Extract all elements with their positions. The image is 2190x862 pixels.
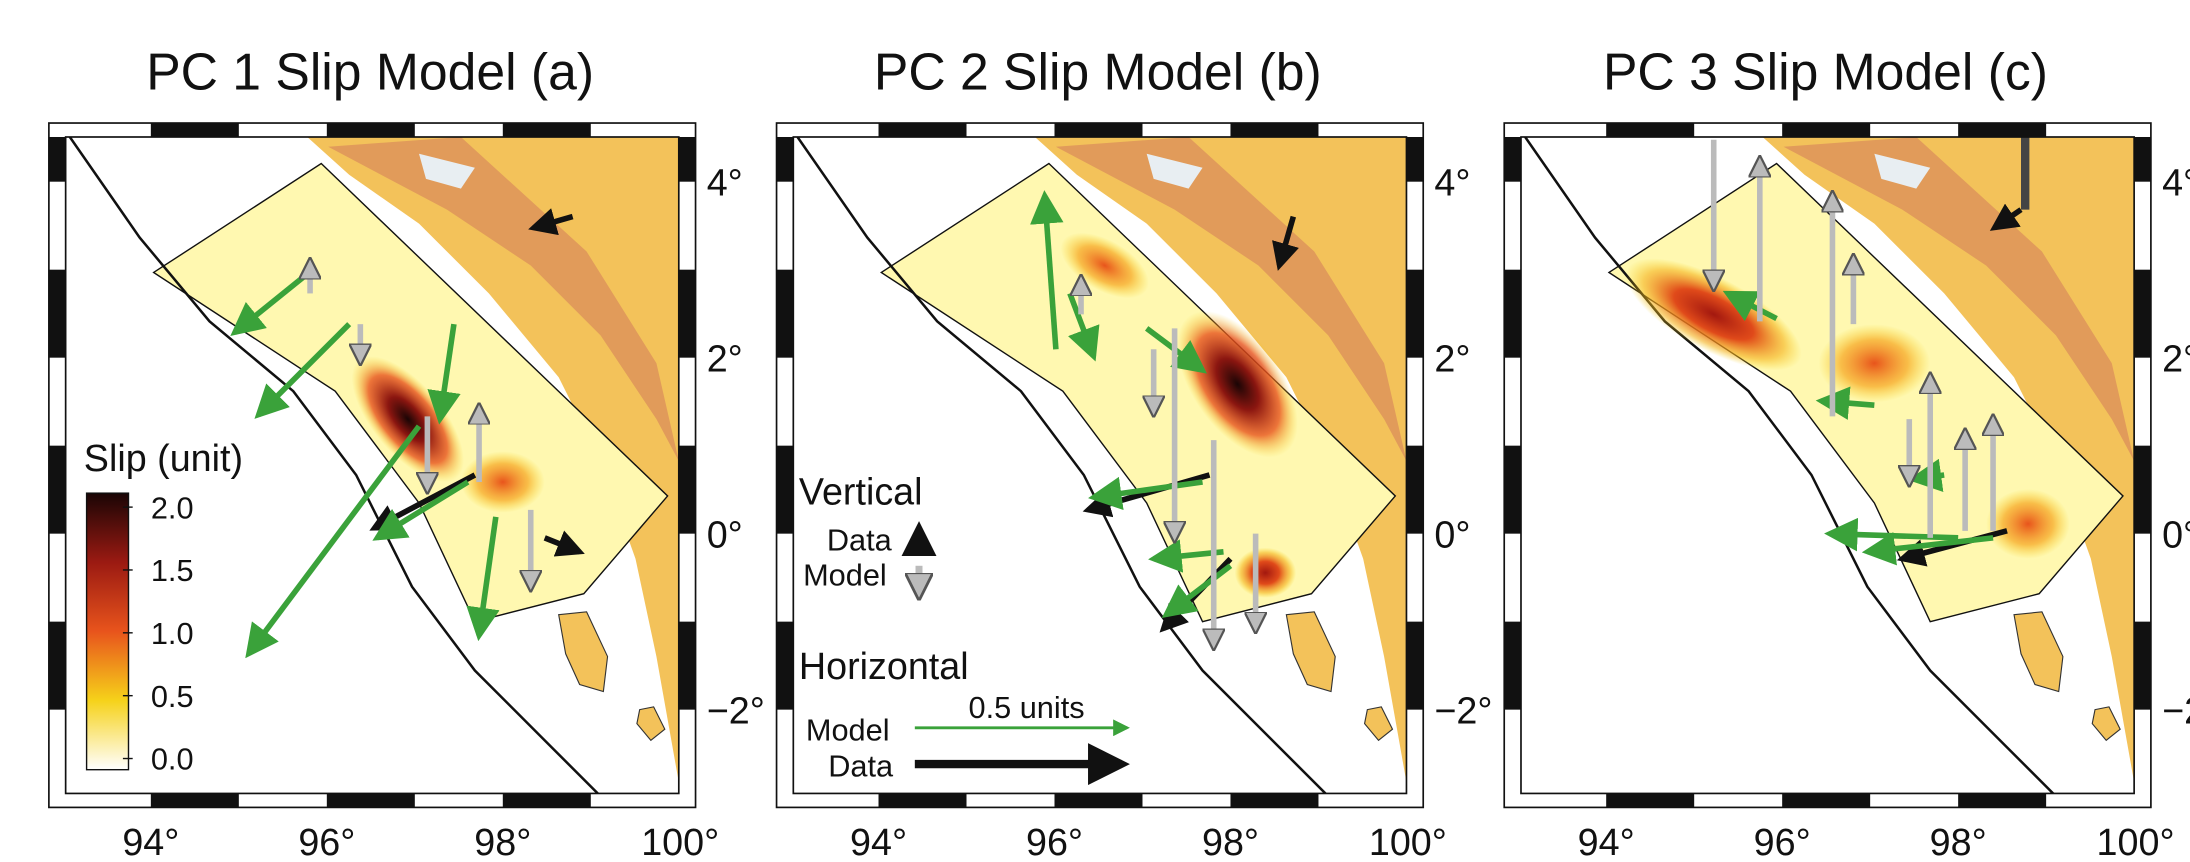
colorbar-tick-label: 1.5 [151, 553, 194, 588]
frame-bar [1406, 622, 1423, 710]
frame-bar [2134, 137, 2151, 182]
frame-bar [1958, 123, 2046, 137]
frame-bar [1504, 622, 1521, 710]
x-tick-label: 96° [1026, 821, 1083, 862]
frame-bar [1504, 270, 1521, 358]
frame-bar [679, 137, 696, 182]
frame-bar [49, 622, 66, 710]
x-tick-label: 94° [850, 821, 907, 862]
frame-bar [49, 446, 66, 534]
page: {"panels": [ {"title": "PC 1 Slip Model … [0, 0, 2190, 862]
slip-patch [1235, 548, 1296, 598]
frame-bar [1782, 123, 1870, 137]
y-tick-label: 4° [707, 162, 743, 204]
legend-scale: 0.5 units [968, 690, 1084, 725]
frame-bar [777, 446, 794, 534]
colorbar-tick-label: 0.5 [151, 679, 194, 714]
frame-bar [1054, 793, 1142, 807]
x-tick-label: 96° [298, 821, 355, 862]
y-tick-label: 4° [2162, 162, 2190, 204]
frame-bar [1406, 270, 1423, 358]
x-tick-label: 94° [1578, 821, 1635, 862]
colorbar-tick-label: 1.0 [151, 616, 194, 651]
frame-bar [879, 123, 967, 137]
frame-bar [151, 793, 239, 807]
x-tick-label: 98° [1202, 821, 1259, 862]
x-tick-label: 94° [122, 821, 179, 862]
y-tick-label: 2° [1434, 338, 1470, 380]
panel-title: PC 3 Slip Model (c) [1603, 43, 2048, 101]
y-tick-label: −2° [707, 690, 765, 732]
x-tick-label: 98° [1930, 821, 1987, 862]
frame-bar [777, 270, 794, 358]
legend-label: Data [828, 749, 894, 784]
frame-bar [1406, 137, 1423, 182]
legend-label: Model [806, 712, 890, 747]
frame-bar [1606, 793, 1694, 807]
y-tick-label: 0° [1434, 514, 1470, 556]
x-tick-label: 98° [474, 821, 531, 862]
frame-bar [49, 270, 66, 358]
colorbar-tick-label: 0.0 [151, 742, 194, 777]
frame-bar [679, 270, 696, 358]
frame-bar [679, 622, 696, 710]
colorbar-tick-label: 2.0 [151, 490, 194, 525]
legend-heading: Horizontal [799, 645, 969, 687]
y-tick-label: 0° [707, 514, 743, 556]
x-tick-label: 96° [1754, 821, 1811, 862]
frame-bar [1230, 793, 1318, 807]
frame-bar [1782, 793, 1870, 807]
x-tick-label: 100° [1369, 821, 1447, 862]
panel-title: PC 2 Slip Model (b) [874, 43, 1322, 101]
legend-label: Model [803, 557, 887, 592]
frame-bar [1054, 123, 1142, 137]
frame-bar [49, 137, 66, 182]
colorbar-label: Slip (unit) [84, 437, 243, 479]
colorbar [87, 493, 129, 770]
slip-patch [461, 451, 545, 512]
frame-bar [679, 446, 696, 534]
frame-bar [503, 793, 591, 807]
frame-bar [151, 123, 239, 137]
figure: PC 1 Slip Model (a) [0, 0, 2190, 862]
frame-bar [1504, 137, 1521, 182]
legend-label: Data [827, 522, 893, 557]
y-tick-label: 4° [1434, 162, 1470, 204]
frame-bar [1230, 123, 1318, 137]
frame-bar [2134, 270, 2151, 358]
frame-bar [1606, 123, 1694, 137]
frame-bar [1958, 793, 2046, 807]
y-tick-label: 0° [2162, 514, 2190, 556]
y-tick-label: 2° [707, 338, 743, 380]
x-tick-label: 100° [641, 821, 719, 862]
legend-heading: Vertical [799, 470, 923, 512]
frame-bar [777, 622, 794, 710]
y-tick-label: −2° [1434, 690, 1492, 732]
slip-patch [1986, 489, 2070, 559]
frame-bar [879, 793, 967, 807]
frame-bar [2134, 446, 2151, 534]
frame-bar [777, 137, 794, 182]
y-tick-label: −2° [2162, 690, 2190, 732]
panel-title: PC 1 Slip Model (a) [146, 43, 594, 101]
frame-bar [1406, 446, 1423, 534]
frame-bar [2134, 622, 2151, 710]
frame-bar [327, 793, 415, 807]
frame-bar [503, 123, 591, 137]
frame-bar [327, 123, 415, 137]
y-tick-label: 2° [2162, 338, 2190, 380]
x-tick-label: 100° [2097, 821, 2175, 862]
frame-bar [1504, 446, 1521, 534]
